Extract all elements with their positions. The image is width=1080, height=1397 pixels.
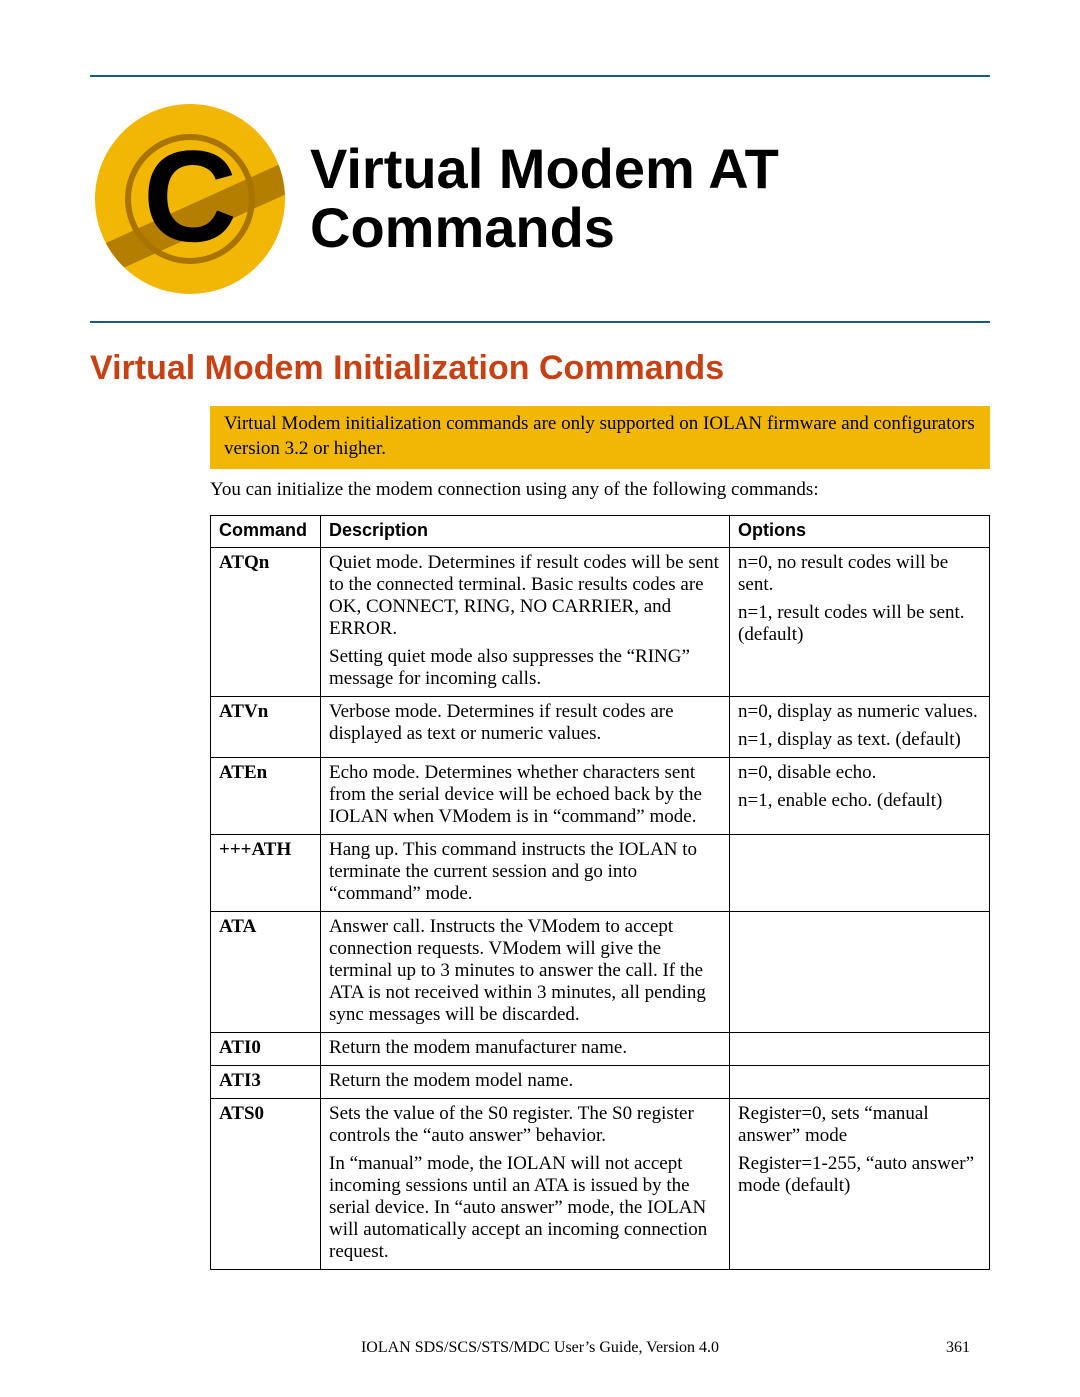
- desc-cell: Return the modem manufacturer name.: [321, 1033, 730, 1066]
- opts-cell: Register=0, sets “manual answer” mode Reg…: [730, 1099, 990, 1270]
- desc-paragraph: Return the modem manufacturer name.: [329, 1037, 721, 1059]
- opts-paragraph: n=1, result codes will be sent. (default…: [738, 602, 981, 646]
- desc-paragraph: Hang up. This command instructs the IOLA…: [329, 839, 721, 905]
- col-command: Command: [211, 516, 321, 548]
- cmd-cell: ATQn: [211, 548, 321, 697]
- opts-paragraph: n=0, no result codes will be sent.: [738, 552, 981, 596]
- desc-paragraph: In “manual” mode, the IOLAN will not acc…: [329, 1153, 721, 1263]
- desc-cell: Echo mode. Determines whether characters…: [321, 758, 730, 835]
- chapter-title-line1: Virtual Modem AT: [310, 140, 779, 199]
- desc-paragraph: Verbose mode. Determines if result codes…: [329, 701, 721, 745]
- cmd-cell: ATS0: [211, 1099, 321, 1270]
- commands-table: Command Description Options ATQnQuiet mo…: [210, 515, 990, 1270]
- table-row: +++ATHHang up. This command instructs th…: [211, 835, 990, 912]
- desc-cell: Sets the value of the S0 register. The S…: [321, 1099, 730, 1270]
- col-options: Options: [730, 516, 990, 548]
- cmd-cell: ATI0: [211, 1033, 321, 1066]
- desc-paragraph: Quiet mode. Determines if result codes w…: [329, 552, 721, 640]
- col-description: Description: [321, 516, 730, 548]
- table-row: ATI3 Return the modem model name.: [211, 1066, 990, 1099]
- chapter-letter: C: [143, 121, 237, 271]
- desc-paragraph: Return the modem model name.: [329, 1070, 721, 1092]
- table-row: ATS0Sets the value of the S0 register. T…: [211, 1099, 990, 1270]
- opts-paragraph: n=0, display as numeric values.: [738, 701, 981, 723]
- opts-cell: n=0, no result codes will be sent. n=1, r…: [730, 548, 990, 697]
- chapter-badge: C: [90, 99, 290, 299]
- desc-paragraph: Echo mode. Determines whether characters…: [329, 762, 721, 828]
- cmd-cell: ATVn: [211, 697, 321, 758]
- opts-paragraph: n=1, enable echo. (default): [738, 790, 981, 812]
- cmd-cell: ATEn: [211, 758, 321, 835]
- desc-cell: Return the modem model name.: [321, 1066, 730, 1099]
- table-row: ATEnEcho mode. Determines whether charac…: [211, 758, 990, 835]
- opts-cell: [730, 835, 990, 912]
- cmd-cell: ATA: [211, 912, 321, 1033]
- desc-cell: Answer call. Instructs the VModem to acc…: [321, 912, 730, 1033]
- table-row: ATI0 Return the modem manufacturer name.: [211, 1033, 990, 1066]
- opts-cell: [730, 1033, 990, 1066]
- opts-cell: [730, 912, 990, 1033]
- desc-cell: Hang up. This command instructs the IOLA…: [321, 835, 730, 912]
- desc-cell: Verbose mode. Determines if result codes…: [321, 697, 730, 758]
- note-box: Virtual Modem initialization commands ar…: [210, 406, 990, 469]
- table-row: ATAAnswer call. Instructs the VModem to …: [211, 912, 990, 1033]
- mid-rule: [90, 321, 990, 323]
- section-title: Virtual Modem Initialization Commands: [90, 349, 990, 388]
- chapter-title-line2: Commands: [310, 199, 779, 258]
- desc-cell: Quiet mode. Determines if result codes w…: [321, 548, 730, 697]
- opts-paragraph: Register=1-255, “auto answer” mode (defa…: [738, 1153, 981, 1197]
- opts-cell: [730, 1066, 990, 1099]
- desc-paragraph: Answer call. Instructs the VModem to acc…: [329, 916, 721, 1026]
- cmd-cell: +++ATH: [211, 835, 321, 912]
- chapter-title: Virtual Modem AT Commands: [310, 140, 779, 258]
- top-rule: [90, 75, 990, 77]
- cmd-cell: ATI3: [211, 1066, 321, 1099]
- desc-paragraph: Sets the value of the S0 register. The S…: [329, 1103, 721, 1147]
- opts-paragraph: n=1, display as text. (default): [738, 729, 981, 751]
- opts-cell: n=0, disable echo. n=1, enable echo. (def…: [730, 758, 990, 835]
- table-header-row: Command Description Options: [211, 516, 990, 548]
- chapter-header: C Virtual Modem AT Commands: [90, 99, 990, 299]
- table-row: ATQnQuiet mode. Determines if result cod…: [211, 548, 990, 697]
- desc-paragraph: Setting quiet mode also suppresses the “…: [329, 646, 721, 690]
- table-row: ATVnVerbose mode. Determines if result c…: [211, 697, 990, 758]
- opts-paragraph: Register=0, sets “manual answer” mode: [738, 1103, 981, 1147]
- opts-cell: n=0, display as numeric values. n=1, disp…: [730, 697, 990, 758]
- page-number: 361: [946, 1339, 970, 1357]
- footer-text: IOLAN SDS/SCS/STS/MDC User’s Guide, Vers…: [0, 1339, 1080, 1357]
- opts-paragraph: n=0, disable echo.: [738, 762, 981, 784]
- intro-text: You can initialize the modem connection …: [210, 479, 990, 501]
